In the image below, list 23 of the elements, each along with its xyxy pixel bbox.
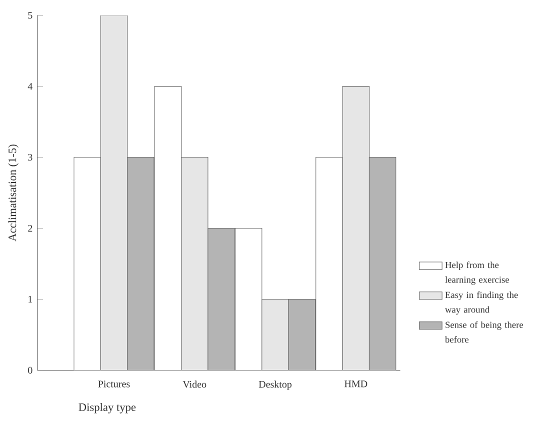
bar: [262, 298, 289, 370]
y-tick-label: 1: [28, 296, 32, 302]
legend-label: Help from the learning exercise: [445, 261, 509, 285]
bar: [288, 298, 316, 370]
y-tick-label: 4: [28, 82, 32, 90]
bar: [127, 156, 154, 370]
bar: [368, 156, 396, 370]
x-tick-label: Desktop: [258, 380, 292, 390]
legend-label: Easy in finding the way around: [445, 291, 518, 315]
bar: [181, 156, 208, 370]
bar: [208, 228, 235, 370]
bar: [342, 86, 370, 370]
y-axis-title: Acclimatisation (1-5): [8, 144, 18, 242]
y-tick-label: 3: [28, 154, 32, 161]
x-tick-label: Video: [182, 380, 206, 388]
x-tick-label: HMD: [344, 380, 368, 388]
y-tick-label: 2: [28, 224, 32, 232]
x-tick-label: Pictures: [98, 380, 130, 388]
y-tick-label: 0: [28, 366, 32, 374]
x-axis-title: Display type: [78, 402, 136, 414]
legend-label: Sense of being there before: [445, 321, 523, 343]
y-tick-label: 5: [28, 12, 32, 19]
bar: [100, 15, 128, 370]
